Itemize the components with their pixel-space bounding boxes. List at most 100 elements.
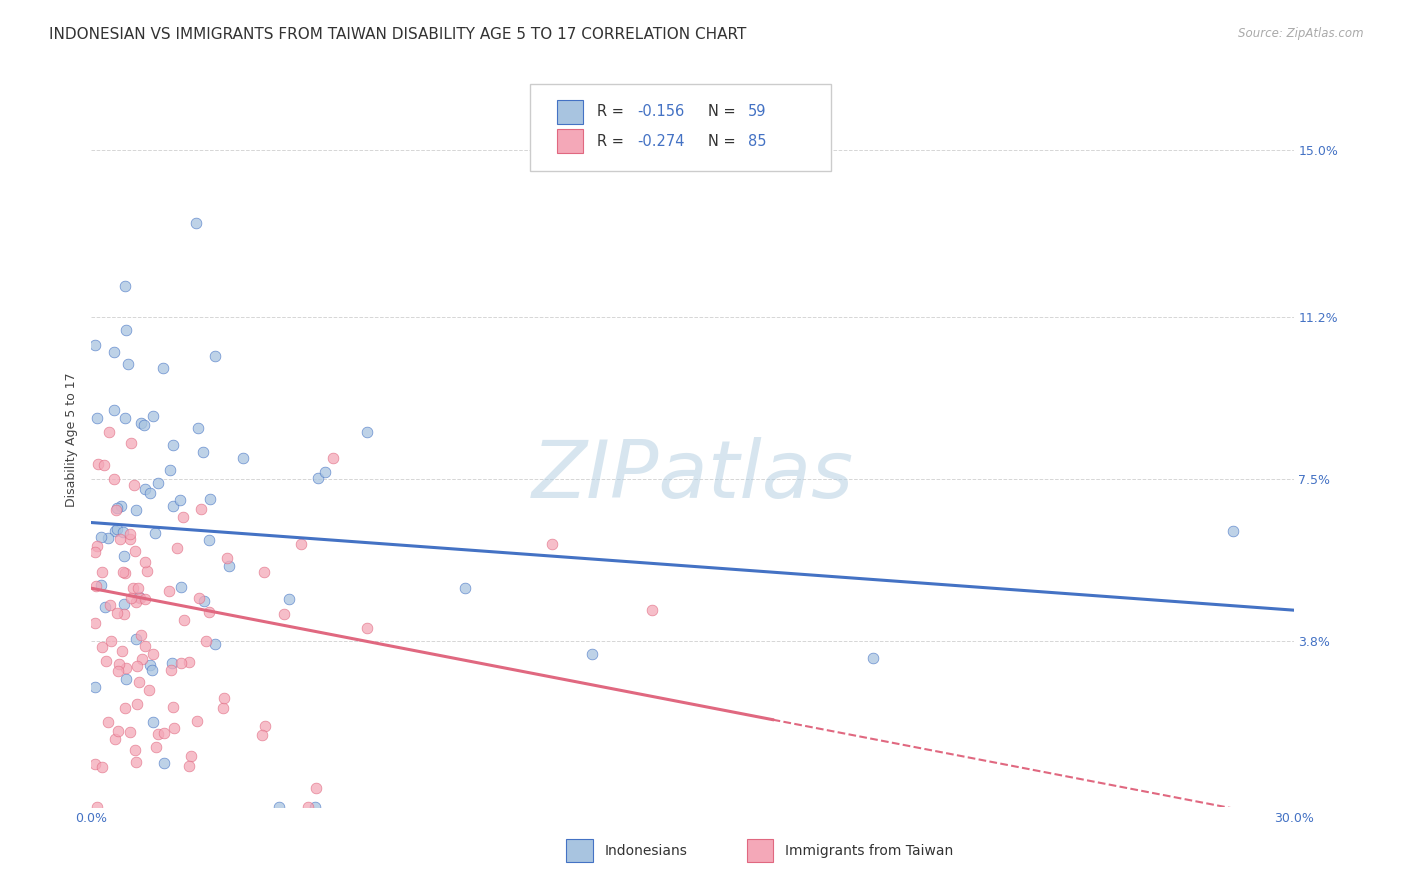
Point <box>104 732 127 747</box>
Point <box>124 544 146 558</box>
Point <box>100 633 122 648</box>
Point <box>253 565 276 579</box>
Point <box>84 579 107 593</box>
Point <box>153 726 176 740</box>
Point <box>121 591 143 605</box>
Point <box>122 581 145 595</box>
Point <box>125 658 148 673</box>
Point <box>305 781 328 796</box>
Point <box>307 471 329 485</box>
Point <box>132 418 155 433</box>
Point <box>91 760 114 774</box>
Point <box>177 655 200 669</box>
Point <box>186 421 208 435</box>
Point <box>581 647 603 661</box>
Point <box>198 533 221 547</box>
Point <box>134 554 156 568</box>
Point <box>204 637 226 651</box>
Text: N =: N = <box>709 104 741 120</box>
Point <box>111 524 134 539</box>
Point <box>90 640 112 655</box>
Point <box>145 740 167 755</box>
Point <box>217 550 239 565</box>
Point <box>125 756 148 770</box>
Point <box>454 581 477 595</box>
Point <box>114 279 136 293</box>
Text: 59: 59 <box>748 104 766 120</box>
Point <box>146 476 169 491</box>
Point <box>127 581 149 595</box>
Point <box>112 598 135 612</box>
Point <box>186 216 208 230</box>
Point <box>120 436 142 450</box>
Point <box>97 531 120 545</box>
Point <box>115 661 138 675</box>
Text: 85: 85 <box>748 134 766 149</box>
Point <box>193 594 215 608</box>
Point <box>356 621 378 635</box>
Point <box>84 757 107 772</box>
Point <box>86 410 108 425</box>
Point <box>97 715 120 730</box>
Point <box>273 607 295 621</box>
Point <box>143 526 166 541</box>
Text: -0.274: -0.274 <box>637 134 685 149</box>
Point <box>134 483 156 497</box>
Point <box>186 714 208 728</box>
Point <box>90 565 112 579</box>
Point <box>122 478 145 492</box>
Text: INDONESIAN VS IMMIGRANTS FROM TAIWAN DISABILITY AGE 5 TO 17 CORRELATION CHART: INDONESIAN VS IMMIGRANTS FROM TAIWAN DIS… <box>49 27 747 42</box>
Point <box>114 673 136 687</box>
Text: Source: ZipAtlas.com: Source: ZipAtlas.com <box>1239 27 1364 40</box>
Point <box>107 664 129 678</box>
Point <box>177 758 200 772</box>
Point <box>267 800 290 814</box>
Point <box>87 457 110 471</box>
Point <box>157 584 180 599</box>
Point <box>112 549 135 563</box>
FancyBboxPatch shape <box>557 129 583 153</box>
Point <box>180 748 202 763</box>
Point <box>103 344 125 359</box>
Point <box>172 510 194 524</box>
Point <box>94 654 117 668</box>
Point <box>129 416 152 430</box>
Point <box>84 680 107 694</box>
Point <box>198 605 221 619</box>
Point <box>97 425 120 440</box>
Point <box>125 632 148 646</box>
Point <box>86 800 108 814</box>
Point <box>160 663 183 677</box>
Point <box>90 578 112 592</box>
Point <box>195 633 218 648</box>
Point <box>128 590 150 604</box>
Point <box>141 409 163 424</box>
Point <box>104 503 127 517</box>
Point <box>160 657 183 671</box>
Point <box>128 675 150 690</box>
Point <box>1222 524 1244 539</box>
Point <box>112 607 135 621</box>
Point <box>131 652 153 666</box>
Point <box>84 615 107 630</box>
Point <box>193 445 215 459</box>
Point <box>162 700 184 714</box>
Point <box>142 647 165 661</box>
Point <box>105 501 128 516</box>
Point <box>134 639 156 653</box>
Text: Immigrants from Taiwan: Immigrants from Taiwan <box>785 844 953 858</box>
Point <box>124 743 146 757</box>
Point <box>252 728 274 742</box>
Point <box>98 598 121 612</box>
Point <box>125 502 148 516</box>
Point <box>541 537 564 551</box>
Point <box>162 438 184 452</box>
Point <box>162 500 184 514</box>
Point <box>277 591 299 606</box>
Point <box>152 756 174 771</box>
Point <box>111 565 134 579</box>
Point <box>862 651 884 665</box>
Point <box>314 466 336 480</box>
Point <box>134 591 156 606</box>
Point <box>232 451 254 466</box>
